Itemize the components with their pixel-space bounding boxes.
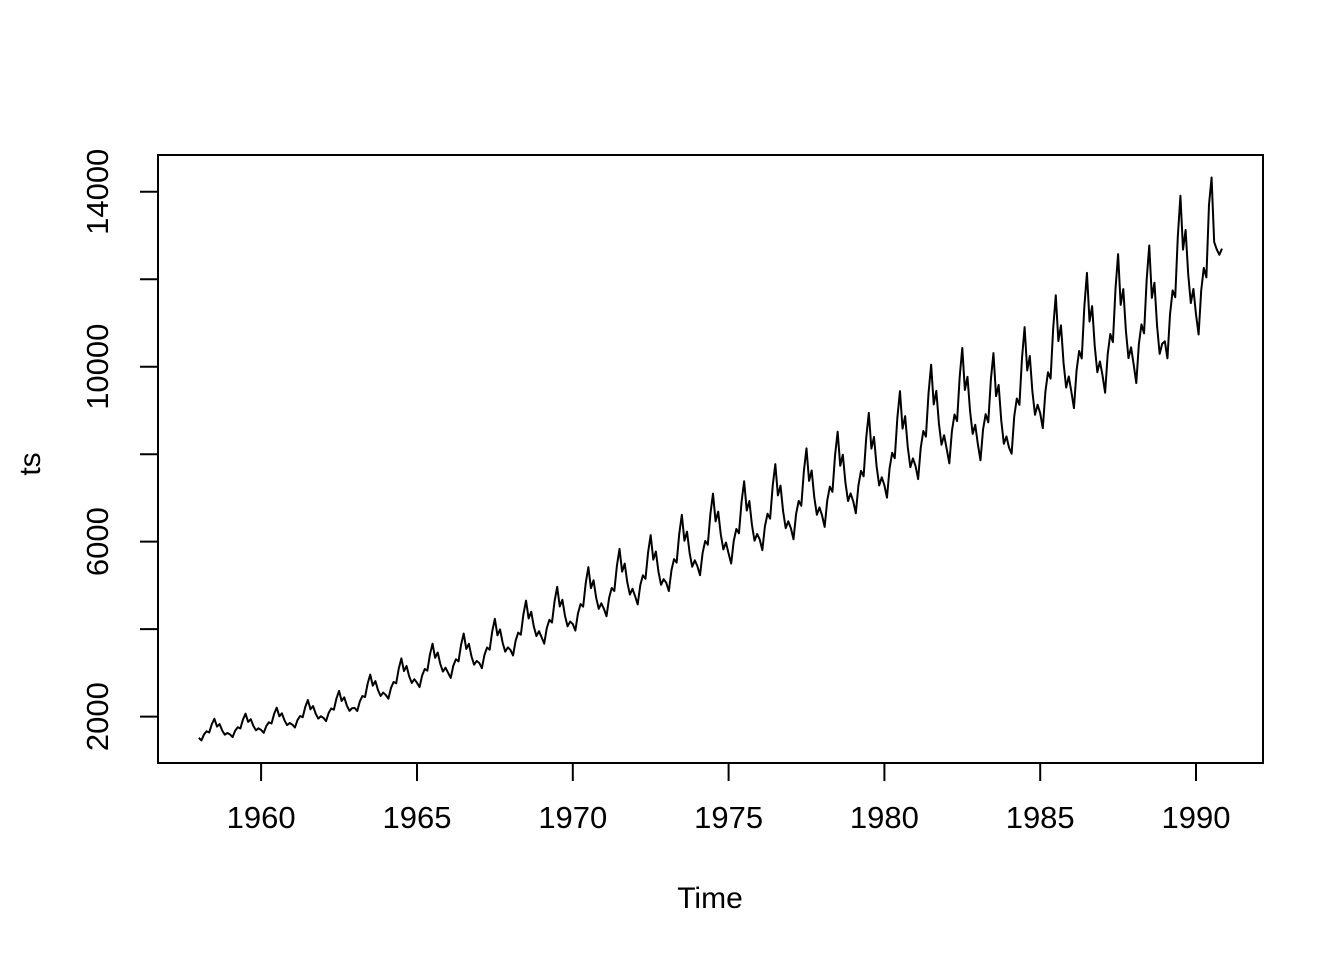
x-tick-label: 1970 [538,800,607,835]
y-tick-label: 14000 [80,149,115,235]
x-tick-label: 1990 [1162,800,1231,835]
y-tick-label: 6000 [80,507,115,576]
x-tick-label: 1980 [850,800,919,835]
x-tick-label: 1965 [383,800,452,835]
y-axis-title: ts [14,452,47,475]
series-line [198,176,1223,742]
x-tick-label: 1960 [227,800,296,835]
y-tick-label: 2000 [80,682,115,751]
y-tick-label: 10000 [80,324,115,410]
x-tick-label: 1975 [694,800,763,835]
plot-box [157,154,1264,764]
x-axis-tick-labels: 1960 1965 1970 1975 1980 1985 1990 [227,800,1231,835]
x-axis: 1960 1965 1970 1975 1980 1985 1990 [227,763,1231,835]
x-axis-ticks [260,763,1197,781]
y-axis-ticks [140,190,158,718]
x-axis-title: Time [677,882,743,915]
y-axis-tick-labels: 2000 6000 10000 14000 [80,149,115,751]
y-axis: 2000 6000 10000 14000 [80,149,158,751]
x-tick-label: 1985 [1006,800,1075,835]
